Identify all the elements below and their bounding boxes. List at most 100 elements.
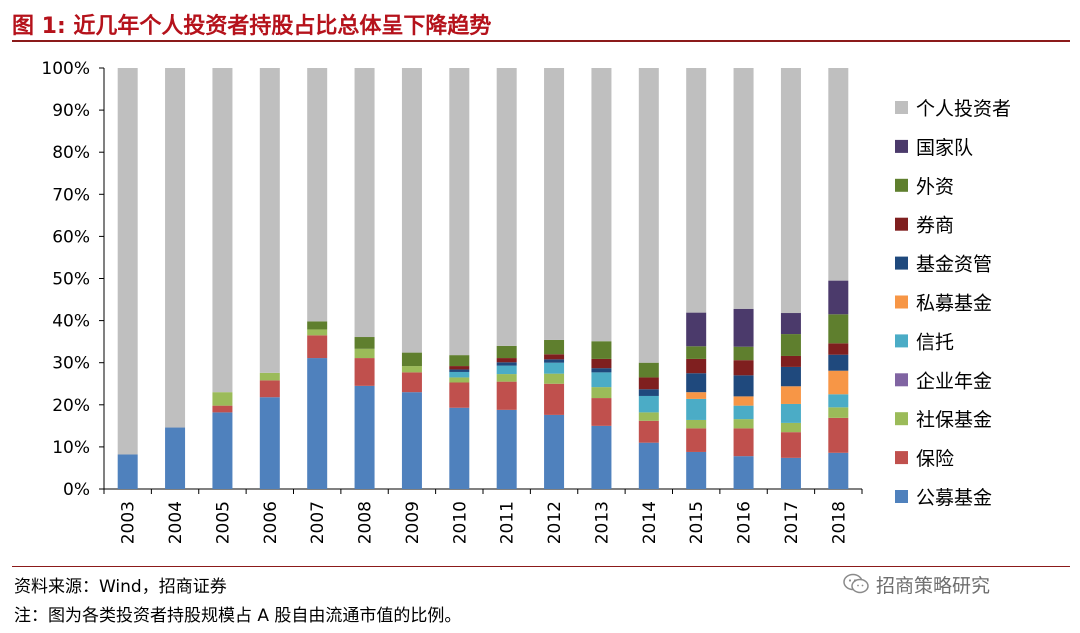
legend-swatch <box>895 217 908 231</box>
title-bar: 图 1: 近几年个人投资者持股占比总体呈下降趋势 <box>12 6 1070 42</box>
bar-segment <box>496 362 517 366</box>
bar-segment <box>544 373 565 384</box>
y-tick-label: 80% <box>52 143 90 163</box>
y-tick-label: 30% <box>52 354 90 374</box>
chart-bars <box>117 68 849 489</box>
bar-segment <box>780 457 801 489</box>
bar-segment <box>307 321 328 330</box>
bar-segment <box>259 397 280 489</box>
bar-segment <box>828 394 849 408</box>
bar-segment <box>449 68 470 356</box>
bar-segment <box>544 414 565 489</box>
x-tick-label: 2013 <box>592 501 612 544</box>
legend-label: 国家队 <box>916 137 973 159</box>
x-tick-label: 2011 <box>498 501 518 544</box>
bar-segment <box>354 385 375 489</box>
bar-segment <box>733 396 754 406</box>
bar-segment <box>496 345 517 359</box>
bar-segment <box>591 368 612 373</box>
bar-segment <box>165 68 186 428</box>
source-text: 资料来源：Wind，招商证券 <box>14 577 227 597</box>
bar-segment <box>496 358 517 363</box>
x-tick-label: 2016 <box>735 501 755 544</box>
bar-segment <box>828 417 849 453</box>
legend-swatch <box>895 178 908 192</box>
legend-label: 外资 <box>916 176 954 198</box>
y-tick-label: 70% <box>52 185 90 205</box>
bar-segment <box>780 366 801 387</box>
bar-segment <box>828 452 849 489</box>
bar-segment <box>591 358 612 369</box>
x-tick-label: 2010 <box>450 501 470 544</box>
bar-segment <box>117 454 138 489</box>
bar-segment <box>496 381 517 410</box>
bar-segment <box>733 405 754 420</box>
bar-segment <box>686 398 707 420</box>
bar-segment <box>354 68 375 338</box>
bar-segment <box>449 382 470 408</box>
x-tick-label: 2018 <box>829 501 849 544</box>
legend-swatch <box>895 412 908 426</box>
bar-segment <box>117 68 138 455</box>
bar-segment <box>307 335 328 359</box>
bar-segment <box>212 405 233 413</box>
bar-segment <box>449 407 470 489</box>
bar-segment <box>591 425 612 489</box>
bar-segment <box>733 456 754 489</box>
bar-segment <box>544 339 565 355</box>
bar-segment <box>307 68 328 322</box>
bar-segment <box>307 358 328 489</box>
bar-segment <box>733 346 754 361</box>
x-tick-label: 2015 <box>687 501 707 544</box>
bar-segment <box>733 419 754 429</box>
bar-segment <box>638 389 659 396</box>
bar-segment <box>449 366 470 370</box>
bar-segment <box>591 387 612 399</box>
bar-segment <box>638 377 659 390</box>
legend-label: 券商 <box>916 215 954 237</box>
bar-segment <box>686 346 707 359</box>
x-tick-label: 2008 <box>356 501 376 544</box>
y-tick-label: 50% <box>52 270 90 290</box>
footer-divider <box>12 566 1070 567</box>
y-tick-label: 0% <box>63 480 90 500</box>
x-tick-label: 2003 <box>119 501 139 544</box>
legend-swatch <box>895 490 908 503</box>
bar-segment <box>544 68 565 340</box>
legend-swatch <box>895 295 908 309</box>
bar-segment <box>638 68 659 363</box>
y-tick-label: 90% <box>52 101 90 121</box>
y-tick-label: 60% <box>52 227 90 247</box>
x-tick-label: 2006 <box>261 501 281 544</box>
x-tick-label: 2009 <box>403 501 423 544</box>
bar-segment <box>401 68 422 353</box>
bar-segment <box>828 68 849 281</box>
bar-segment <box>686 373 707 393</box>
bar-segment <box>591 372 612 388</box>
legend-label: 个人投资者 <box>916 98 1011 120</box>
bar-segment <box>544 383 565 415</box>
bar-segment <box>544 362 565 374</box>
bar-segment <box>401 392 422 489</box>
bar-segment <box>496 374 517 382</box>
x-tick-label: 2017 <box>782 501 802 544</box>
watermark-text: 招商策略研究 <box>876 574 991 597</box>
legend-label: 保险 <box>916 448 954 470</box>
bar-segment <box>354 358 375 386</box>
legend-swatch <box>895 451 908 465</box>
bar-segment <box>828 343 849 355</box>
bar-segment <box>686 451 707 489</box>
bar-segment <box>259 380 280 398</box>
bar-segment <box>259 68 280 373</box>
y-tick-label: 40% <box>52 312 90 332</box>
y-tick-label: 10% <box>52 438 90 458</box>
watermark: 招商策略研究 <box>842 570 990 598</box>
legend-label: 公募基金 <box>916 487 992 509</box>
bar-segment <box>401 366 422 373</box>
bar-segment <box>449 377 470 383</box>
chart-title: 图 1: 近几年个人投资者持股占比总体呈下降趋势 <box>12 14 492 39</box>
legend-swatch <box>895 139 908 153</box>
bar-segment <box>591 398 612 426</box>
